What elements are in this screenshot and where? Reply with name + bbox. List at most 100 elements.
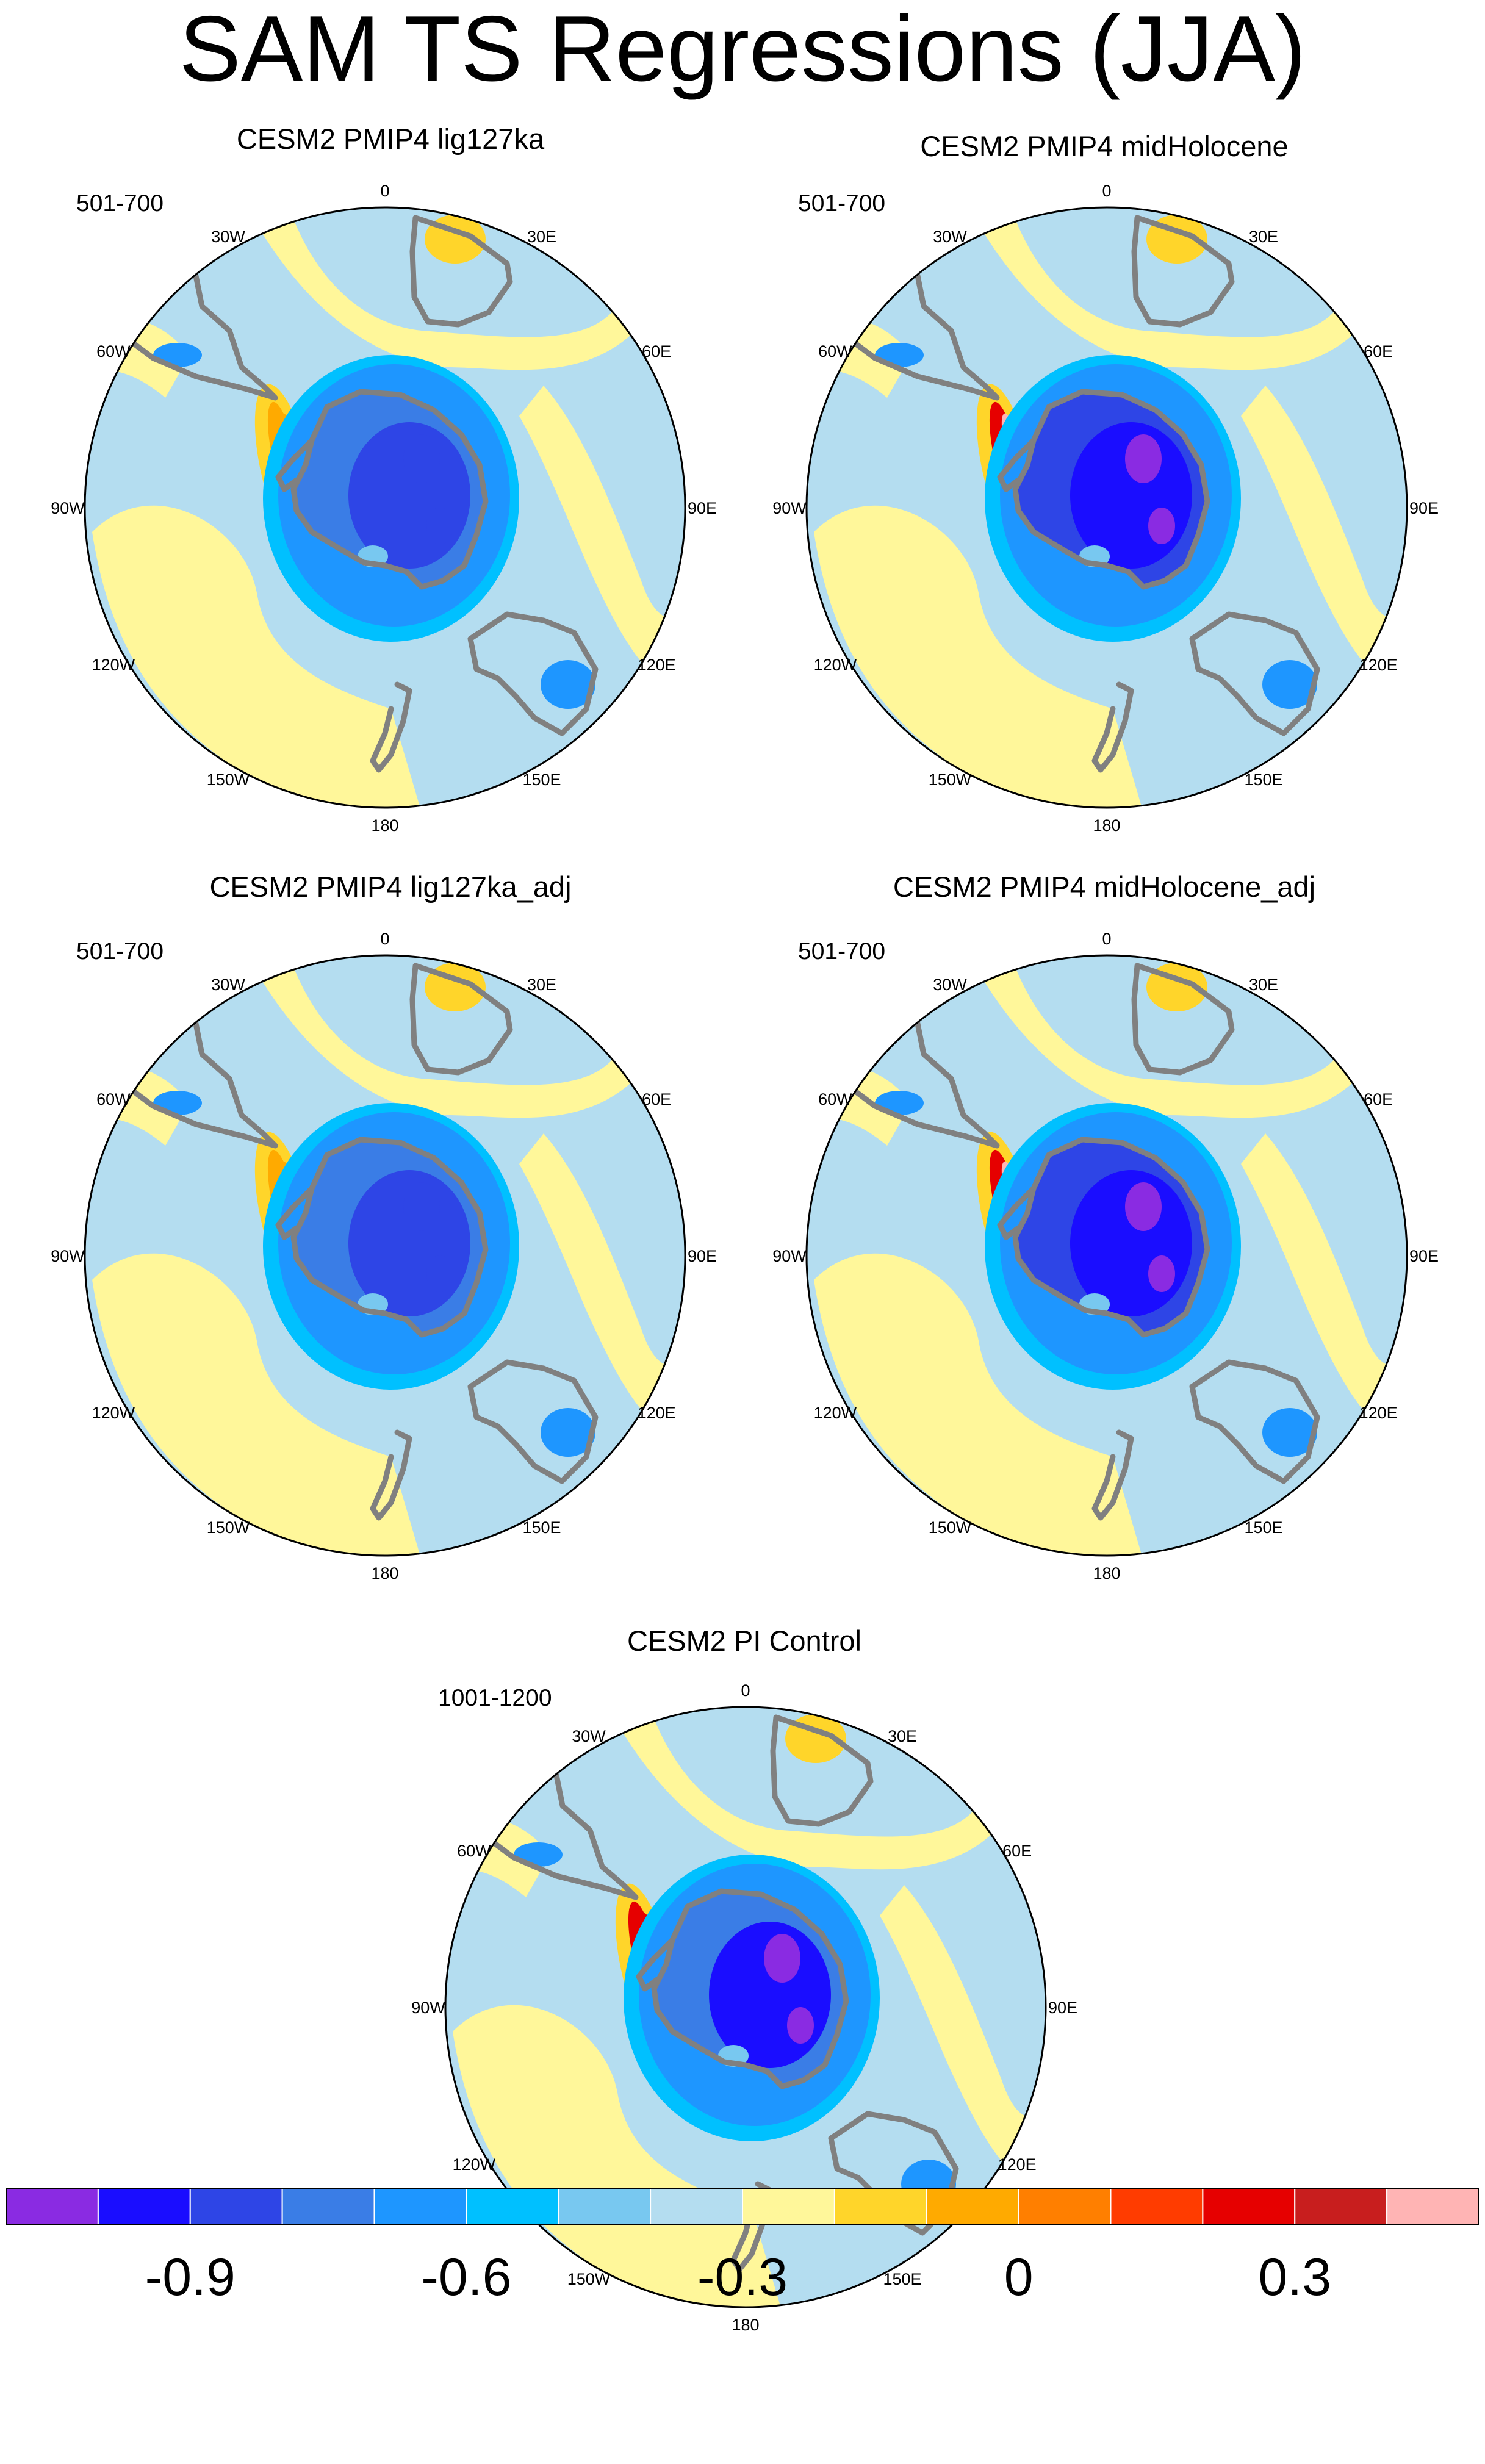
colorbar-frame [6, 2188, 1479, 2225]
longitude-label: 90E [1409, 499, 1439, 517]
longitude-label: 120E [638, 656, 676, 674]
colorbar-tick-label: 0.3 [1258, 2248, 1331, 2307]
longitude-label: 180 [371, 816, 398, 835]
positive-anomaly-band [453, 2005, 782, 2307]
longitude-label: 150E [522, 1518, 561, 1537]
south-america-coastline [807, 990, 1000, 1149]
colorbar-swatch [6, 2188, 99, 2225]
africa-coastline [1131, 215, 1235, 328]
colorbar-swatch [373, 2188, 467, 2225]
colorbar-swatch [1018, 2188, 1112, 2225]
longitude-label: 120W [92, 1404, 135, 1422]
longitude-label: 150E [522, 770, 561, 789]
positive-anomaly-band [519, 386, 685, 691]
longitude-label: 60E [642, 342, 671, 361]
longitude-label: 60E [1364, 1090, 1393, 1108]
positive-anomaly-band [92, 1253, 422, 1556]
cold-anomaly-peak [1125, 1182, 1162, 1231]
longitude-label: 120W [453, 2155, 496, 2174]
longitude-label: 60W [818, 1090, 852, 1108]
cold-anomaly-peak [426, 508, 453, 544]
cold-anomaly-patch [1262, 660, 1317, 709]
colorbar-swatch [466, 2188, 559, 2225]
longitude-label: 30E [527, 228, 556, 246]
period-label: 501-700 [76, 938, 164, 964]
longitude-label: 180 [371, 1564, 398, 1582]
colorbar-swatch [189, 2188, 283, 2225]
longitude-label: 30E [527, 975, 556, 994]
south-america-coastline [807, 242, 1000, 401]
africa-coastline [1131, 963, 1235, 1076]
antarctica-coastline [290, 1137, 489, 1338]
colorbar-swatch [97, 2188, 191, 2225]
antarctica-coastline [1012, 1137, 1210, 1338]
period-label: 501-700 [798, 190, 886, 217]
longitude-label: 120E [1359, 1404, 1398, 1422]
australia-coastline [467, 1359, 599, 1484]
colorbar-swatch [650, 2188, 743, 2225]
longitude-label: 90E [1048, 1999, 1077, 2017]
australia-coastline [1189, 611, 1320, 736]
longitude-label: 90E [688, 499, 717, 517]
longitude-label: 60W [457, 1842, 491, 1860]
positive-anomaly-band [519, 1133, 685, 1439]
longitude-label: 90E [688, 1247, 717, 1265]
map-boundary [805, 206, 1408, 809]
antarctic-peninsula-coastline [275, 437, 315, 492]
map-boundary [805, 954, 1408, 1557]
map-boundary [444, 1706, 1047, 2308]
africa-coastline [409, 215, 513, 328]
longitude-label: 0 [380, 182, 389, 200]
colorbar-tick-label: 0 [1004, 2248, 1034, 2307]
period-label: 501-700 [76, 190, 164, 217]
longitude-label: 60W [96, 342, 131, 361]
cold-anomaly-peak [426, 1255, 453, 1292]
longitude-label: 180 [1093, 816, 1120, 835]
new-zealand-coastline [1091, 1429, 1134, 1521]
longitude-label: 120W [92, 656, 135, 674]
longitude-label: 150W [929, 1518, 972, 1537]
panel-title: CESM2 PMIP4 lig127ka_adj [209, 871, 572, 903]
panel-title: CESM2 PMIP4 lig127ka [236, 123, 545, 155]
positive-anomaly-band [880, 1885, 1046, 2190]
south-america-coastline [445, 1742, 639, 1900]
africa-coastline [770, 1714, 874, 1827]
colorbar-swatch [558, 2188, 652, 2225]
colorbar-swatch [833, 2188, 927, 2225]
longitude-label: 120W [814, 656, 857, 674]
south-america-coastline [85, 990, 278, 1149]
antarctic-peninsula-coastline [997, 1185, 1037, 1240]
south-america-coastline [85, 242, 278, 401]
cold-anomaly-patch [1262, 1408, 1317, 1457]
map-boundary [84, 206, 686, 809]
cold-anomaly-peak [1125, 434, 1162, 483]
figure-title: SAM TS Regressions (JJA) [179, 0, 1306, 101]
longitude-label: 60E [1002, 1842, 1032, 1860]
panel-title: CESM2 PMIP4 midHolocene_adj [893, 871, 1316, 903]
longitude-label: 30E [888, 1727, 917, 1745]
antarctic-peninsula-coastline [275, 1185, 315, 1240]
longitude-label: 60E [642, 1090, 671, 1108]
cold-anomaly-peak [764, 1934, 800, 1983]
period-label: 1001-1200 [438, 1685, 552, 1711]
cold-anomaly-peak [787, 2007, 814, 2044]
longitude-label: 30W [572, 1727, 606, 1745]
colorbar-swatch [742, 2188, 835, 2225]
longitude-label: 60W [96, 1090, 131, 1108]
colorbar-swatch [1386, 2188, 1479, 2225]
longitude-label: 30W [933, 975, 967, 994]
longitude-label: 30W [933, 228, 967, 246]
longitude-label: 90W [772, 499, 807, 517]
longitude-label: 0 [1102, 182, 1111, 200]
new-zealand-coastline [370, 681, 412, 773]
longitude-label: 60E [1364, 342, 1393, 361]
panel-title: CESM2 PMIP4 midHolocene [920, 130, 1289, 162]
longitude-label: 180 [732, 2316, 759, 2334]
australia-coastline [467, 611, 599, 736]
longitude-label: 120W [814, 1404, 857, 1422]
positive-anomaly-band [1241, 386, 1407, 691]
